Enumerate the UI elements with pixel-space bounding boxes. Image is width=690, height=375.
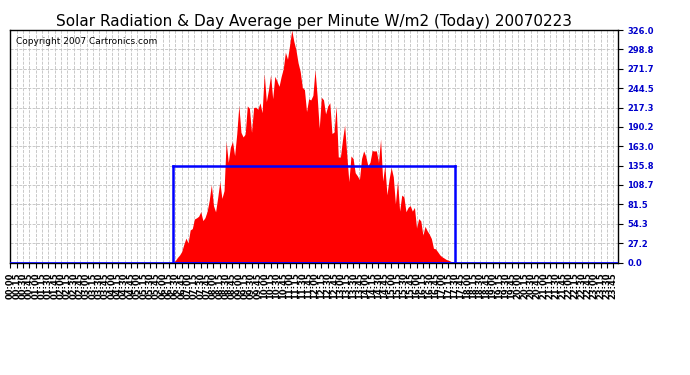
Text: Copyright 2007 Cartronics.com: Copyright 2007 Cartronics.com xyxy=(17,37,158,46)
Title: Solar Radiation & Day Average per Minute W/m2 (Today) 20070223: Solar Radiation & Day Average per Minute… xyxy=(56,14,572,29)
